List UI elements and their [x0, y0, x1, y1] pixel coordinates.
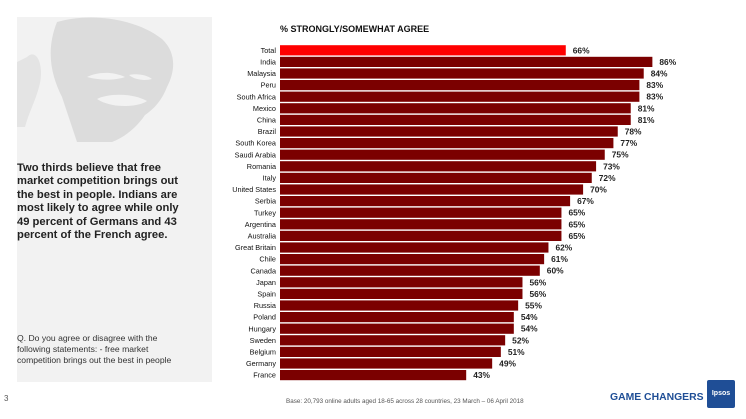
bar — [280, 207, 562, 218]
value-label: 65% — [568, 208, 585, 218]
bar — [280, 335, 506, 346]
category-label: China — [257, 116, 277, 125]
left-panel — [17, 17, 212, 382]
value-label: 73% — [603, 161, 620, 171]
category-label: South Korea — [235, 139, 277, 148]
value-label: 56% — [529, 277, 546, 287]
value-label: 81% — [638, 115, 655, 125]
ipsos-logo: Ipsos — [707, 380, 735, 408]
brand-tagline: GAME CHANGERS — [610, 392, 704, 403]
category-label: Great Britain — [235, 243, 276, 252]
key-finding-text: Two thirds believe that free market comp… — [17, 162, 179, 242]
category-label: Romania — [247, 162, 277, 171]
bar — [280, 265, 540, 276]
bar — [280, 288, 523, 299]
bar — [280, 196, 571, 207]
category-label: United States — [232, 185, 276, 194]
bar — [280, 254, 545, 265]
category-label: Hungary — [248, 324, 276, 333]
category-label: Russia — [254, 301, 277, 310]
value-label: 60% — [547, 266, 564, 276]
bar — [280, 45, 566, 56]
bar — [280, 300, 519, 311]
value-label: 43% — [473, 370, 490, 380]
category-label: Italy — [263, 174, 277, 183]
category-label: Belgium — [250, 348, 276, 357]
bar — [280, 346, 501, 357]
category-label: Poland — [253, 313, 276, 322]
category-label: Japan — [256, 278, 276, 287]
category-label: Australia — [248, 232, 277, 241]
category-label: Malaysia — [247, 69, 277, 78]
value-label: 49% — [499, 359, 516, 369]
value-label: 65% — [568, 219, 585, 229]
bar — [280, 242, 549, 253]
category-label: Mexico — [253, 104, 276, 113]
bar — [280, 91, 640, 102]
category-label: Saudi Arabia — [235, 150, 277, 159]
value-label: 54% — [521, 324, 538, 334]
value-label: 81% — [638, 103, 655, 113]
bar — [280, 184, 584, 195]
value-label: 56% — [529, 289, 546, 299]
portrait-illustration — [17, 17, 212, 142]
value-label: 54% — [521, 312, 538, 322]
chart-title: % STRONGLY/SOMEWHAT AGREE — [280, 24, 430, 34]
base-note: Base: 20,793 online adults aged 18-65 ac… — [286, 398, 524, 405]
bar — [280, 219, 562, 230]
value-label: 83% — [646, 80, 663, 90]
category-label: Germany — [246, 359, 276, 368]
value-label: 83% — [646, 92, 663, 102]
category-label: France — [253, 371, 276, 380]
value-label: 67% — [577, 196, 594, 206]
bar — [280, 161, 597, 172]
value-label: 72% — [599, 173, 616, 183]
bar — [280, 172, 592, 183]
bar — [280, 56, 653, 67]
category-label: Canada — [250, 266, 277, 275]
value-label: 62% — [555, 243, 572, 253]
bar — [280, 277, 523, 288]
value-label: 78% — [625, 127, 642, 137]
category-label: South Africa — [237, 92, 277, 101]
category-label: India — [260, 58, 277, 67]
category-label: Serbia — [255, 197, 277, 206]
value-label: 52% — [512, 335, 529, 345]
category-label: Total — [261, 46, 277, 55]
bar — [280, 126, 618, 137]
category-label: Spain — [257, 290, 276, 299]
value-label: 66% — [573, 45, 590, 55]
value-label: 51% — [508, 347, 525, 357]
category-label: Chile — [259, 255, 276, 264]
bar — [280, 358, 493, 369]
page-number: 3 — [4, 394, 9, 403]
bar — [280, 149, 605, 160]
category-label: Argentina — [245, 220, 277, 229]
bar — [280, 230, 562, 241]
bar — [280, 370, 467, 381]
value-label: 86% — [659, 57, 676, 67]
value-label: 61% — [551, 254, 568, 264]
bar — [280, 312, 514, 323]
value-label: 77% — [620, 138, 637, 148]
bar — [280, 138, 614, 149]
value-label: 55% — [525, 301, 542, 311]
category-label: Peru — [261, 81, 276, 90]
logo-text: Ipsos — [711, 390, 731, 397]
survey-question: Q. Do you agree or disagree with the fol… — [17, 333, 172, 366]
value-label: 75% — [612, 150, 629, 160]
bar — [280, 68, 644, 79]
category-label: Sweden — [250, 336, 276, 345]
bar — [280, 103, 631, 114]
bar — [280, 80, 640, 91]
category-label: Brazil — [258, 127, 277, 136]
bar — [280, 114, 631, 125]
value-label: 65% — [568, 231, 585, 241]
value-label: 84% — [651, 69, 668, 79]
bar — [280, 323, 514, 334]
category-label: Turkey — [254, 208, 276, 217]
value-label: 70% — [590, 185, 607, 195]
